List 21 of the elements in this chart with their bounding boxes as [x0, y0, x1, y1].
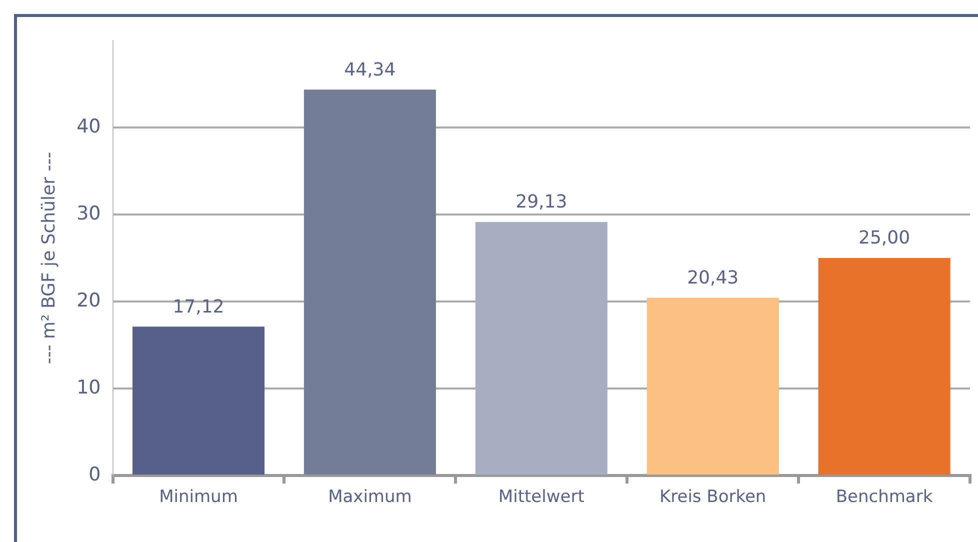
y-tick-label: 10 [76, 376, 101, 398]
y-tick-label: 40 [76, 115, 101, 138]
x-tick-label: Minimum [159, 487, 238, 508]
bar [132, 326, 265, 475]
y-tick-label: 30 [76, 202, 101, 224]
y-axis-title: --- m² BGF je Schüler --- [38, 152, 60, 364]
data-label: 25,00 [858, 228, 910, 249]
x-tick-label: Maximum [328, 487, 412, 508]
x-tick-label: Mittelwert [498, 487, 585, 508]
bar [475, 222, 608, 475]
x-tick-label: Benchmark [836, 487, 933, 508]
bar [818, 258, 950, 475]
y-tick-label: 0 [88, 464, 101, 486]
y-tick-label: 20 [76, 289, 101, 312]
bar [646, 298, 779, 475]
data-label: 44,34 [344, 59, 396, 80]
data-label: 20,43 [687, 267, 739, 288]
x-tick-label: Kreis Borken [659, 487, 766, 508]
data-label: 17,12 [172, 296, 224, 318]
bar [304, 90, 436, 475]
data-label: 29,13 [516, 192, 568, 213]
